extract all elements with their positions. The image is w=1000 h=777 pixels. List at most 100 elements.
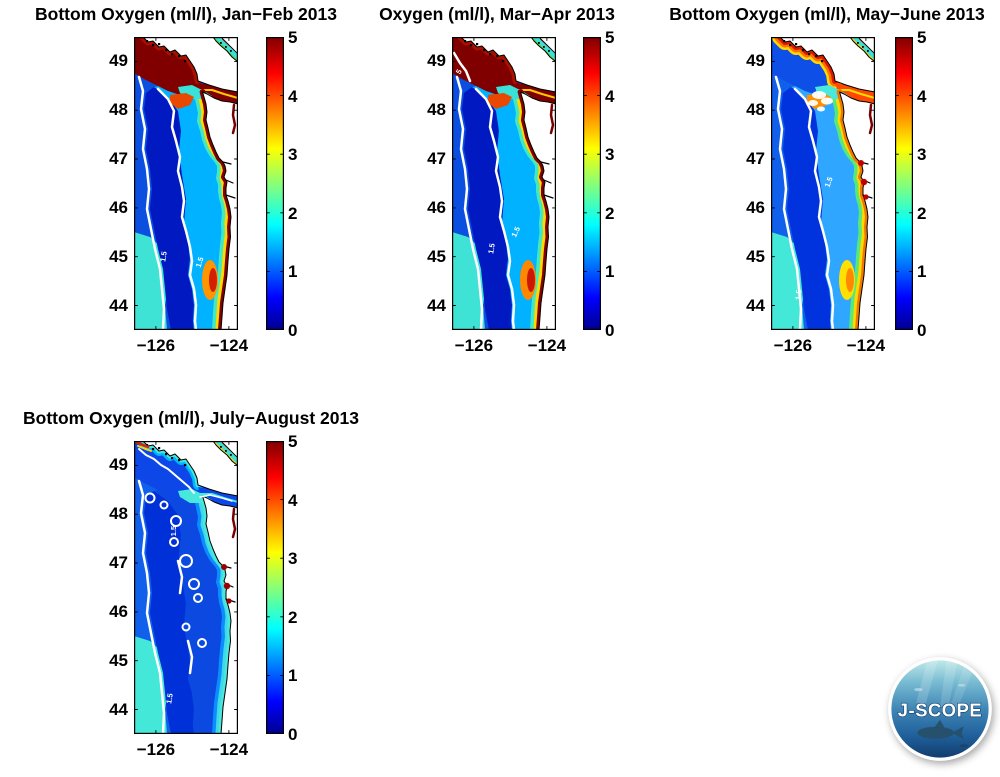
lat-tick-label: 44	[109, 295, 128, 315]
plot-border	[134, 37, 238, 330]
coastal-islet	[464, 40, 467, 43]
coastal-islet	[815, 55, 818, 58]
contour-ring	[181, 622, 191, 632]
top-corner-streak	[137, 445, 152, 452]
contour-label: 1.5	[164, 693, 175, 705]
colorbar	[266, 37, 284, 330]
colorbar-gradient	[266, 37, 284, 330]
contour-label: 1.5	[158, 251, 169, 263]
contour-label: 1.5	[194, 256, 206, 269]
logo-sea-background	[891, 660, 989, 758]
land-washington-oregon	[520, 91, 556, 330]
panel-title: Bottom Oxygen (ml/l), May−June 2013	[669, 4, 985, 24]
lat-tick-label: 44	[427, 295, 446, 315]
panel-title: Oxygen (ml/l), Mar−Apr 2013	[379, 4, 615, 24]
plot-border	[134, 441, 238, 734]
entrance-blob	[170, 93, 194, 109]
contour-1p5-west	[137, 75, 166, 330]
low-oxygen-tongue	[144, 491, 194, 734]
estuary-oxygen-spot	[858, 160, 864, 166]
coastal-islet	[158, 447, 161, 450]
entrance-blob	[488, 93, 512, 109]
jscope-logo: J-SCOPE	[886, 655, 994, 763]
coastal-islet	[821, 60, 824, 63]
small-fish	[914, 687, 923, 692]
gulf-islet	[867, 50, 869, 52]
colorbar-tick-label: 3	[288, 549, 298, 569]
colorbar-tick-label: 2	[605, 203, 615, 223]
lon-tick-label: −126	[136, 336, 176, 355]
light-ray	[916, 660, 938, 707]
coastal-islet	[496, 55, 499, 58]
land-vancouver-island	[460, 37, 556, 93]
lon-tick-label: −126	[454, 336, 494, 355]
colorbar-border	[583, 37, 601, 330]
coastal-islet	[146, 444, 149, 447]
lon-tick-label: −124	[209, 336, 249, 355]
colorbar-tick-label: 4	[288, 86, 298, 106]
coastal-islet	[178, 459, 181, 462]
lat-tick-label: 45	[109, 246, 128, 266]
low-oxygen-tongue	[462, 87, 512, 330]
lat-tick-label: 45	[109, 650, 128, 670]
contour-ring	[159, 500, 169, 510]
coastal-islet	[146, 40, 149, 43]
coastal-islet	[476, 43, 479, 46]
coastal-islet	[165, 49, 168, 52]
contour-ring	[193, 593, 203, 603]
colorbar-tick-label: 0	[288, 725, 298, 744]
gulf-islet	[862, 46, 864, 48]
estuary-oxygen-spot	[221, 564, 227, 570]
lon-tick-label: −124	[846, 336, 886, 355]
lat-tick-label: 46	[109, 197, 128, 217]
contour-label: 1.5	[486, 243, 497, 255]
puget-channel	[549, 103, 555, 135]
gulf-islet	[220, 446, 222, 448]
puget-channel	[231, 103, 237, 135]
coastal-islet	[152, 44, 155, 47]
gulf-islet	[543, 46, 545, 48]
colorbar-tick-label: 0	[288, 321, 298, 340]
land-mainland-corner	[857, 37, 875, 55]
top-corner-streak	[134, 441, 150, 449]
south-coastal-blob-core	[209, 268, 217, 292]
small-fish	[959, 744, 969, 748]
gulf-islet	[230, 50, 232, 52]
lat-tick-label: 49	[109, 455, 128, 475]
coastal-islet	[489, 53, 492, 56]
north-ocean-region	[771, 37, 840, 95]
coastal-islet	[802, 49, 805, 52]
lat-tick-label: 44	[109, 699, 128, 719]
estuary-inlet	[540, 161, 550, 165]
white-patch	[808, 100, 818, 106]
contour-segment	[176, 559, 184, 595]
lon-tick-label: −124	[527, 336, 567, 355]
contour-1p5-west	[455, 75, 484, 330]
colorbar-tick-label: 2	[917, 203, 927, 223]
colorbar-tick-label: 5	[917, 28, 927, 47]
colorbar-tick-label: 3	[917, 145, 927, 165]
land-mainland-corner	[538, 37, 556, 55]
land-washington-oregon	[202, 91, 238, 330]
strait-juan-de-fuca	[516, 83, 556, 104]
fish-silhouette-tail	[951, 726, 964, 740]
colorbar-tick-label: 2	[288, 607, 298, 627]
plot-border	[771, 37, 875, 330]
white-patch	[821, 97, 833, 105]
low-oxygen-tongue	[144, 87, 194, 330]
colorbar-tick-label: 5	[288, 28, 298, 47]
colorbar-tick-label: 4	[605, 86, 615, 106]
estuary-oxygen-spot	[226, 598, 232, 604]
contour-ring	[179, 554, 193, 568]
estuary-inlet	[543, 194, 554, 199]
colorbar	[583, 37, 601, 330]
coastal-islet	[502, 60, 505, 63]
gulf-islet	[220, 42, 222, 44]
contour-ring	[144, 492, 156, 504]
lon-tick-label: −126	[136, 740, 176, 759]
colorbar-tick-label: 5	[605, 28, 615, 47]
lon-tick-label: −124	[209, 740, 249, 759]
lat-tick-label: 48	[109, 504, 128, 524]
land-vancouver-island	[779, 37, 875, 93]
